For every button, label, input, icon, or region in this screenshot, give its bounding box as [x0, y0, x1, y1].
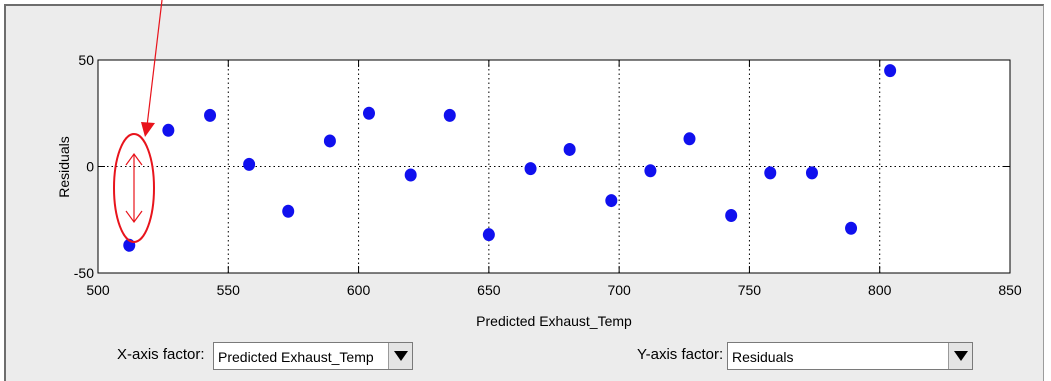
x-axis-label: Predicted Exhaust_Temp: [476, 313, 632, 329]
data-point: [644, 164, 657, 178]
annotation-pointer-line: [146, 0, 163, 127]
data-point: [884, 64, 897, 78]
data-point: [482, 228, 495, 242]
x-tick-label: 600: [347, 282, 371, 298]
data-point: [605, 194, 618, 208]
data-point: [805, 166, 818, 180]
annotation-down-arrowhead: [125, 210, 143, 224]
y-axis-factor-select[interactable]: Residuals: [727, 342, 973, 370]
data-point: [362, 106, 375, 120]
data-point: [683, 132, 696, 146]
data-point: [243, 157, 256, 171]
y-axis-label: Residuals: [56, 136, 72, 197]
x-tick-label: 650: [477, 282, 501, 298]
x-tick-label: 500: [86, 282, 110, 298]
y-tick-labels: -50 0 50: [74, 52, 94, 281]
x-tick-label: 850: [998, 282, 1022, 298]
data-point: [282, 204, 295, 218]
x-tick-label: 550: [217, 282, 241, 298]
x-tick-labels: 500 550 600 650 700 750 800 850: [86, 282, 1022, 298]
data-point: [725, 208, 738, 222]
annotation: [113, 0, 163, 243]
x-tick-label: 800: [868, 282, 892, 298]
x-tick-label: 750: [738, 282, 762, 298]
data-point: [443, 108, 456, 122]
y-tick-label: 0: [86, 159, 94, 175]
data-point: [162, 123, 175, 137]
y-axis-factor-dropdown-button[interactable]: [948, 343, 972, 369]
y-axis-factor-value: Residuals: [732, 349, 794, 365]
x-tick-label: 700: [607, 282, 631, 298]
data-point: [204, 108, 217, 122]
x-axis-factor-label: X-axis factor:: [117, 346, 205, 363]
y-tick-label: -50: [74, 265, 94, 281]
y-axis-factor-label: Y-axis factor:: [637, 346, 724, 363]
x-axis-factor-dropdown-button[interactable]: [388, 343, 412, 369]
data-point: [764, 166, 777, 180]
grid-lines: [98, 60, 1010, 273]
x-axis-factor-select[interactable]: Predicted Exhaust_Temp: [213, 342, 413, 370]
chevron-down-icon: [954, 351, 968, 361]
data-point: [563, 142, 576, 156]
data-points: [123, 64, 897, 252]
x-axis-factor-value: Predicted Exhaust_Temp: [218, 349, 374, 365]
y-tick-label: 50: [78, 52, 94, 68]
chevron-down-icon: [394, 351, 408, 361]
data-point: [845, 221, 858, 235]
axis-ticks: [97, 59, 1011, 274]
data-point: [404, 168, 417, 182]
annotation-ellipse: [113, 133, 155, 243]
annotation-up-arrowhead: [125, 152, 143, 166]
data-point: [323, 134, 336, 148]
data-point: [524, 162, 537, 176]
annotation-arrowhead: [141, 122, 155, 137]
